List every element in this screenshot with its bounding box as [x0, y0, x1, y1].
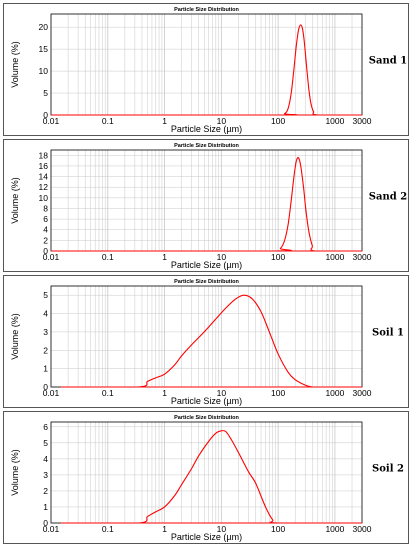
chart-panel-soil-2: 0.01 0.1 1 10 100 1000 3000 0 1 2 3 4 5 6 Particle Siz… — [3, 411, 409, 544]
y-tick-label: 6 — [43, 422, 48, 432]
x-axis-label: Particle Size (µm) — [171, 396, 242, 406]
y-tick-label: 14 — [39, 172, 49, 182]
y-axis-label: Volume (%) — [10, 449, 20, 496]
y-tick-label: 0 — [43, 518, 48, 528]
y-tick-label: 0 — [43, 246, 48, 256]
y-tick-label: 6 — [43, 214, 48, 224]
x-tick-label: 10 — [217, 116, 227, 126]
chart-title: Particle Size Distribution — [174, 7, 239, 13]
y-tick-label: 1 — [43, 502, 48, 512]
y-tick-label: 16 — [39, 161, 49, 171]
distribution-curve — [68, 294, 313, 388]
x-tick-label: 3000 — [353, 524, 372, 534]
x-tick-label: 0.1 — [102, 252, 114, 262]
chart-title: Particle Size Distribution — [174, 279, 239, 285]
y-tick-label: 10 — [39, 66, 49, 76]
chart-svg-soil-2: 0.01 0.1 1 10 100 1000 3000 0 1 2 3 4 5 6 Particle Siz… — [10, 415, 404, 542]
x-tick-label: 1000 — [325, 388, 344, 398]
y-tick-label: 2 — [43, 345, 48, 355]
y-tick-label: 2 — [43, 486, 48, 496]
x-tick-label: 3000 — [353, 388, 372, 398]
y-tick-label: 3 — [43, 327, 48, 337]
chart-title: Particle Size Distribution — [174, 415, 239, 421]
distribution-curve — [51, 157, 362, 252]
y-tick-label: 5 — [43, 438, 48, 448]
x-tick-label: 1000 — [325, 252, 344, 262]
x-axis-label: Particle Size (µm) — [171, 124, 242, 134]
y-tick-label: 20 — [39, 22, 49, 32]
sample-label: Soil 2 — [372, 464, 404, 475]
y-tick-label: 15 — [39, 44, 49, 54]
plot-frame — [50, 285, 363, 388]
x-tick-label: 0.1 — [102, 388, 114, 398]
y-tick-label: 4 — [43, 454, 48, 464]
y-tick-label: 4 — [43, 309, 48, 319]
chart-svg-sand-1: 0.01 0.1 1 10 100 1000 3000 0 5 10 15 20 Particle Si… — [10, 7, 407, 134]
chart-svg-soil-1: 0.01 0.1 1 10 100 1000 3000 0 1 2 3 4 5 Particle Size… — [10, 279, 404, 406]
x-tick-label: 0.01 — [43, 388, 60, 398]
x-tick-label: 1000 — [325, 524, 344, 534]
chart-title: Particle Size Distribution — [174, 143, 239, 149]
y-axis-label: Volume (%) — [10, 177, 20, 224]
x-tick-label: 10 — [217, 524, 227, 534]
chart-svg-sand-2: 0.01 0.1 1 10 100 1000 3000024681012141618Part… — [10, 143, 407, 270]
y-axis-label: Volume (%) — [10, 41, 20, 88]
x-tick-label: 1 — [162, 252, 167, 262]
sample-label: Soil 1 — [372, 328, 404, 339]
y-tick-label: 3 — [43, 470, 48, 480]
y-axis-label: Volume (%) — [10, 313, 20, 360]
x-axis-label: Particle Size (µm) — [171, 260, 242, 270]
y-tick-label: 8 — [43, 203, 48, 213]
sample-label: Sand 1 — [369, 56, 407, 67]
x-tick-label: 1 — [162, 524, 167, 534]
y-tick-label: 18 — [39, 150, 49, 160]
x-tick-label: 0.1 — [102, 524, 114, 534]
x-tick-label: 1 — [162, 388, 167, 398]
y-tick-label: 10 — [39, 193, 49, 203]
x-tick-label: 100 — [271, 524, 285, 534]
x-tick-label: 1 — [162, 116, 167, 126]
y-tick-label: 4 — [43, 225, 48, 235]
x-tick-label: 10 — [217, 252, 227, 262]
x-tick-label: 0.01 — [43, 116, 60, 126]
chart-panel-sand-2: 0.01 0.1 1 10 100 1000 3000 0 2 4 6 8 10 12 14 16 18 Part… — [3, 139, 409, 272]
x-tick-label: 3000 — [353, 252, 372, 262]
chart-panel-sand-1: 0.01 0.1 1 10 100 1000 3000 0 5 10 15 20 Particle Si… — [3, 3, 409, 136]
x-tick-label: 100 — [271, 388, 285, 398]
x-tick-label: 0.1 — [102, 116, 114, 126]
plot-frame — [50, 421, 363, 524]
distribution-curve — [68, 430, 362, 524]
plot-frame — [50, 13, 363, 116]
y-tick-label: 0 — [43, 382, 48, 392]
x-tick-label: 10 — [217, 388, 227, 398]
distribution-curve — [51, 24, 362, 116]
y-tick-label: 5 — [43, 290, 48, 300]
y-tick-label: 1 — [43, 364, 48, 374]
plot-frame — [50, 149, 363, 252]
x-tick-label: 1000 — [325, 116, 344, 126]
x-tick-label: 3000 — [353, 116, 372, 126]
chart-panel-soil-1: 0.01 0.1 1 10 100 1000 3000 0 1 2 3 4 5 Particle Size… — [3, 275, 409, 408]
x-tick-label: 100 — [271, 252, 285, 262]
x-axis-label: Particle Size (µm) — [171, 532, 242, 542]
y-tick-label: 2 — [43, 235, 48, 245]
sample-label: Sand 2 — [369, 192, 407, 203]
y-tick-label: 12 — [39, 182, 49, 192]
x-tick-label: 0.01 — [43, 524, 60, 534]
y-tick-label: 5 — [43, 88, 48, 98]
y-tick-label: 0 — [43, 110, 48, 120]
x-tick-label: 0.01 — [43, 252, 60, 262]
x-tick-label: 100 — [271, 116, 285, 126]
